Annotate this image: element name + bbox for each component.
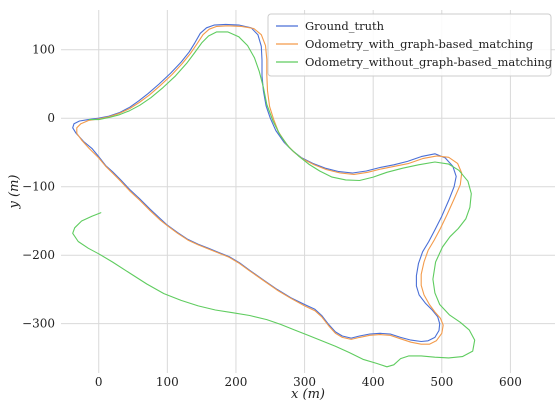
x-tick-label: 300 [293, 375, 316, 389]
tick-labels: 0 100 200 300 400 500 600 100 0 −100 −200 −300 [22, 43, 522, 389]
y-axis-label: y (m) [7, 175, 22, 210]
y-tick-label: −200 [22, 248, 55, 262]
grid-lines [61, 10, 555, 373]
x-tick-label: 600 [499, 375, 522, 389]
y-tick-label: −300 [22, 317, 55, 331]
series-line-2 [76, 25, 463, 345]
legend-entry: Ground_truth [305, 19, 385, 33]
y-tick-label: 100 [32, 43, 55, 57]
x-tick-label: 200 [225, 375, 248, 389]
legend: Ground_truth Odometry_with_graph-based_ma… [267, 13, 553, 77]
legend-entry: Odometry_with_graph-based_matching [305, 37, 534, 51]
x-tick-label: 400 [362, 375, 385, 389]
series-lines [72, 23, 476, 368]
x-tick-label: 0 [95, 375, 103, 389]
x-axis-label: x (m) [291, 387, 325, 401]
legend-box [267, 13, 552, 77]
x-tick-label: 100 [156, 375, 179, 389]
series-line-3 [72, 31, 476, 368]
y-tick-label: 0 [47, 111, 55, 125]
legend-entry: Odometry_without_graph-based_matching [305, 55, 553, 69]
x-tick-label: 500 [430, 375, 453, 389]
y-tick-label: −100 [22, 180, 55, 194]
